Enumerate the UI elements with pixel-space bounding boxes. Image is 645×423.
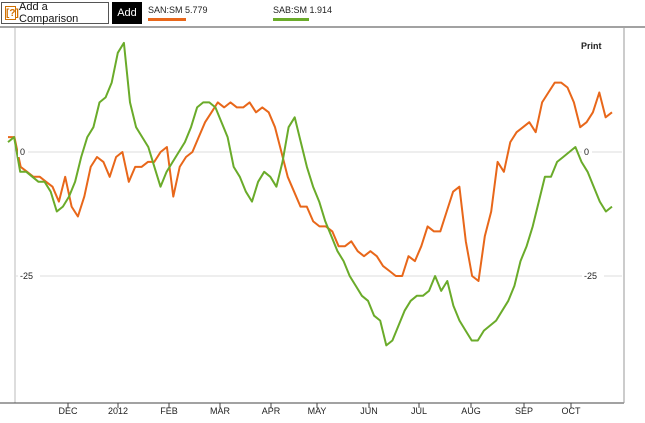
svg-text:0: 0	[20, 147, 25, 157]
x-tick-label: APR	[262, 406, 281, 416]
legend-item-san: SAN:SM 5.779	[148, 5, 208, 21]
x-tick-label: AUG	[461, 406, 481, 416]
chart-grid	[0, 26, 645, 404]
x-tick-label: JUL	[411, 406, 427, 416]
chart-axes: 0 0 -25 -25 DEC 2012 FEB MAR APR MAY JUN JUL AUG SEP O…	[18, 146, 604, 416]
legend-label-sab: SAB:SM 1.914	[273, 5, 333, 15]
series-line-sab-sm	[7, 41, 613, 347]
series-line-san-sm	[8, 81, 613, 282]
toolbar: [?] Add a Comparison Add SAN:SM 5.779 SA…	[0, 0, 645, 28]
y-tick-label: -25	[18, 270, 40, 281]
x-tick-label: SEP	[515, 406, 533, 416]
chart-series	[7, 41, 613, 347]
svg-text:-25: -25	[20, 271, 33, 281]
x-tick-label: OCT	[562, 406, 582, 416]
svg-text:-25: -25	[584, 271, 597, 281]
y-tick-label: 0	[18, 146, 28, 157]
help-icon: [?]	[5, 6, 19, 20]
x-tick-label: JUN	[360, 406, 378, 416]
add-comparison-button[interactable]: [?] Add a Comparison	[1, 1, 109, 25]
legend-swatch-sab	[273, 18, 309, 21]
x-tick-label: MAR	[210, 406, 231, 416]
legend-item-sab: SAB:SM 1.914	[273, 5, 332, 21]
add-button[interactable]: Add	[112, 2, 142, 24]
legend-swatch-san	[148, 18, 186, 21]
add-comparison-label: Add a Comparison	[19, 1, 79, 25]
x-tick-label: FEB	[160, 406, 178, 416]
legend-label-san: SAN:SM 5.779	[148, 5, 208, 15]
x-tick-label: 2012	[108, 406, 128, 416]
svg-text:0: 0	[584, 147, 589, 157]
y-tick-label: -25	[582, 270, 604, 281]
print-button[interactable]: Print	[581, 41, 602, 51]
x-tick-label: MAY	[308, 406, 327, 416]
y-tick-label: 0	[582, 146, 592, 157]
x-tick-label: DEC	[58, 406, 78, 416]
